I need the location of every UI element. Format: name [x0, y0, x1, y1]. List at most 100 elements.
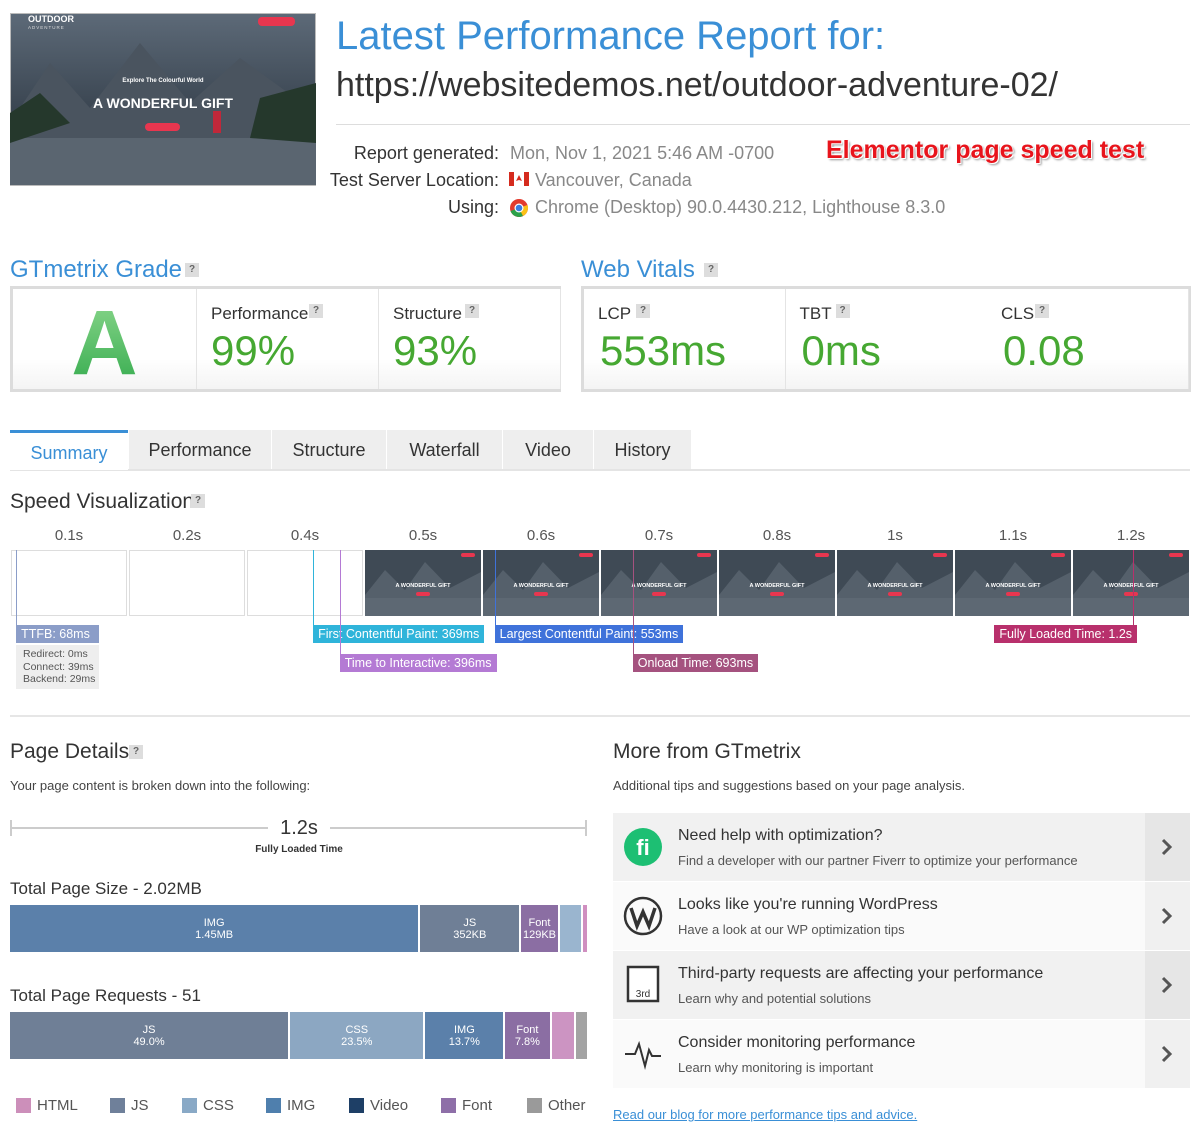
legend-swatch	[16, 1098, 31, 1113]
frame-mountains	[365, 562, 481, 600]
chevron-path	[1161, 907, 1173, 925]
help-icon: ?	[1035, 304, 1049, 318]
marker-line	[1133, 550, 1135, 625]
frame-lake	[483, 598, 599, 616]
frame-label: 0.4s	[290, 527, 320, 544]
grade-cell: Performance? 99%	[197, 289, 379, 389]
field-label: Test Server Location:	[329, 170, 499, 190]
grade-box: A Performance? 99% Structure? 93%	[10, 286, 561, 394]
tip-title: Looks like you're running WordPress	[678, 896, 938, 913]
tab-bar-line	[10, 469, 1190, 471]
frame-button	[416, 592, 430, 596]
tip-item[interactable]: Consider monitoring performance Learn why…	[613, 1020, 1190, 1088]
chevron-path	[1161, 838, 1173, 856]
tab[interactable]: Summary	[10, 430, 128, 470]
timeline-line	[10, 827, 268, 829]
section-title: More from GTmetrix	[613, 740, 801, 763]
frame-thumb: A WONDERFUL GIFT	[601, 550, 717, 616]
tip-title: Third-party requests are affecting your …	[678, 965, 1044, 982]
tab[interactable]: Video	[503, 430, 593, 469]
field-value: Chrome (Desktop) 90.0.4430.212, Lighthou…	[535, 197, 946, 217]
frame-lake	[1073, 598, 1189, 616]
frame-thumb: A WONDERFUL GIFT	[365, 550, 481, 616]
chrome-icon	[510, 199, 528, 217]
timeline-line	[330, 827, 587, 829]
bar-segment: IMG 13.7%	[425, 1012, 504, 1059]
blog-link[interactable]: Read our blog for more performance tips …	[613, 1107, 918, 1122]
segment-label: CSS	[345, 1023, 369, 1036]
bar-title: Total Page Requests - 51	[10, 986, 201, 1005]
help-icon: ?	[465, 304, 479, 318]
segment-value: 352KB	[453, 928, 487, 941]
marker-line	[16, 550, 18, 625]
thumb-heading: A WONDERFUL GIFT	[93, 95, 233, 111]
tab[interactable]: Structure	[272, 430, 386, 469]
bar-title: Total Page Size - 2.02MB	[10, 879, 202, 898]
thumb-kicker: Explore The Colourful World	[122, 78, 204, 84]
section-subtitle: Additional tips and suggestions based on…	[613, 778, 965, 793]
metric-label: LCP	[598, 304, 632, 323]
segment-value: 7.8%	[514, 1035, 540, 1048]
wp-circle	[623, 896, 663, 936]
frame-button	[461, 553, 475, 557]
tip-icon: 3rd	[626, 965, 660, 1003]
tab[interactable]: Waterfall	[387, 430, 502, 469]
frame-heading: A WONDERFUL GIFT	[986, 583, 1042, 589]
fiverr-text: fi	[636, 835, 649, 860]
third-text: 3rd	[636, 989, 650, 1000]
marker-line	[313, 550, 315, 625]
tip-item[interactable]: fi Need help with optimization? Find a dev…	[613, 813, 1190, 881]
timeline-end	[10, 820, 12, 836]
frame-button	[579, 553, 593, 557]
frame-mountains	[837, 562, 953, 600]
legend-label: Font	[462, 1097, 493, 1114]
frame-heading: A WONDERFUL GIFT	[514, 583, 570, 589]
tip-item[interactable]: 3rd Third-party requests are affecting yo…	[613, 951, 1190, 1019]
tip-icon	[623, 896, 663, 936]
frame-heading: A WONDERFUL GIFT	[868, 583, 924, 589]
bar-segment	[582, 905, 587, 952]
chevron-cell	[1145, 882, 1190, 950]
frame-label: 1.2s	[1116, 527, 1146, 544]
frame-label: 0.8s	[762, 527, 792, 544]
thumbnail: OUTDOOR ADVENTURE Explore The Colourful …	[10, 13, 316, 186]
frame-button	[1006, 592, 1020, 596]
metric-label: Structure	[393, 304, 462, 323]
trees	[250, 83, 316, 143]
frame-label: 0.6s	[526, 527, 556, 544]
tip-icon	[625, 1040, 661, 1070]
field-label: Using:	[447, 197, 499, 217]
metric-label: CLS	[1001, 304, 1035, 323]
bar-segment: JS 49.0%	[10, 1012, 289, 1059]
divider	[10, 715, 1190, 717]
chevron	[1161, 1045, 1173, 1063]
trees	[10, 93, 70, 143]
legend-label: Other	[548, 1097, 586, 1114]
frame-blank	[247, 550, 363, 616]
tab[interactable]: History	[594, 430, 691, 469]
frame-label: 1.1s	[998, 527, 1028, 544]
bar-segment: Font 7.8%	[505, 1012, 550, 1059]
frame-mountains	[955, 562, 1071, 600]
mountains	[10, 43, 316, 143]
segment-value: 13.7%	[448, 1035, 480, 1048]
section-title: Web Vitals	[581, 256, 695, 283]
tip-item[interactable]: Looks like you're running WordPress Have …	[613, 882, 1190, 950]
grade-letter: A	[13, 291, 196, 396]
tab[interactable]: Performance	[129, 430, 271, 469]
fully-loaded-value: 1.2s	[280, 817, 318, 839]
vitals-cell: TBT? 0ms	[785, 289, 988, 389]
ttfb-detail: Connect: 39ms	[23, 660, 94, 673]
frame-lake	[601, 598, 717, 616]
metric-label: TBT	[799, 304, 832, 323]
field-value: Vancouver, Canada	[535, 170, 692, 190]
tip-text: Learn why and potential solutions	[678, 991, 871, 1006]
chevron	[1161, 976, 1173, 994]
chevron	[1161, 838, 1173, 856]
marker-line	[632, 550, 634, 654]
frame-heading: A WONDERFUL GIFT	[1104, 583, 1160, 589]
tip-icon: fi	[624, 828, 662, 866]
frame-lake	[955, 598, 1071, 616]
frame-button	[888, 592, 902, 596]
segment-label: JS	[463, 916, 477, 929]
